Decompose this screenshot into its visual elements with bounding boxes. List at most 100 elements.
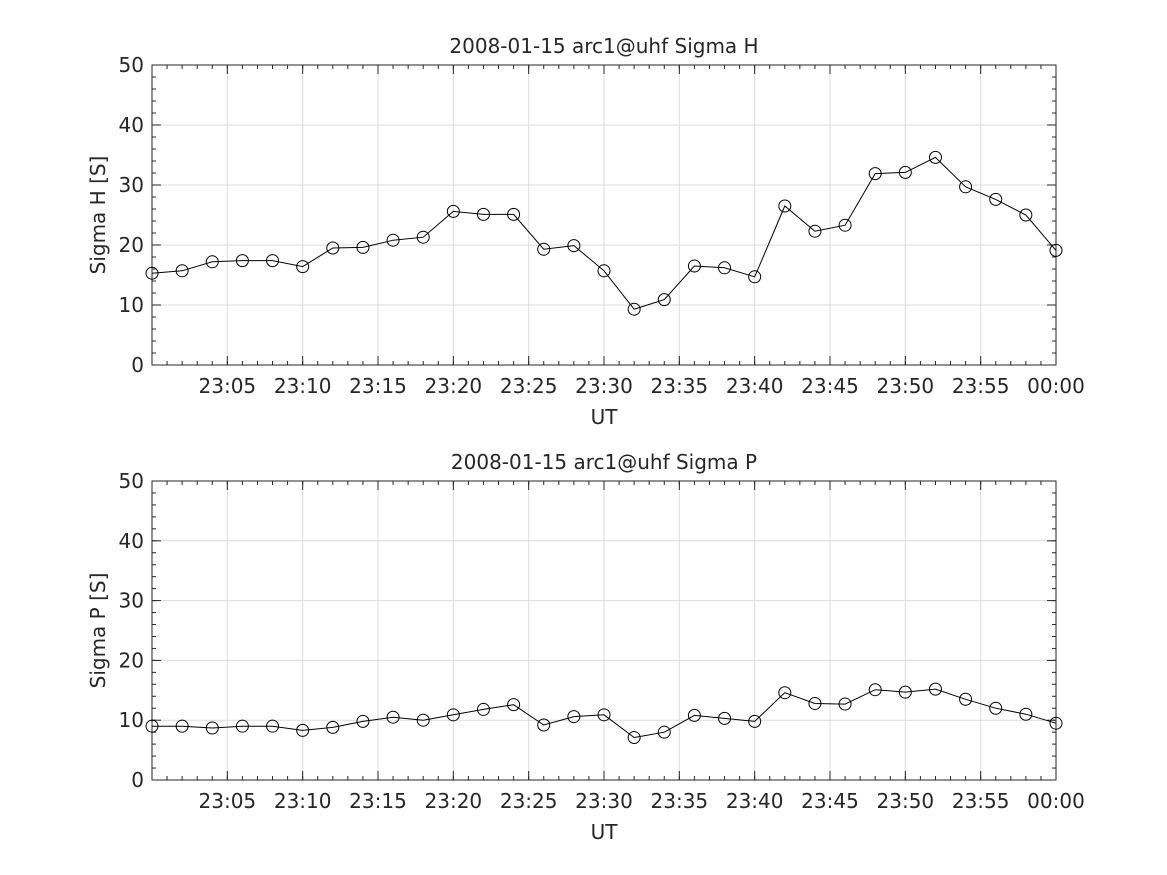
data-point bbox=[386, 233, 400, 247]
chart-panel-1: 23:05 23:10 23:15 23:20 23:25 23:30 23:35 23:40… bbox=[86, 34, 1085, 429]
x-tick-label: 23:45 bbox=[801, 374, 859, 398]
data-point bbox=[175, 719, 189, 733]
data-point bbox=[567, 710, 581, 724]
data-point bbox=[778, 199, 792, 213]
x-tick-label: 23:40 bbox=[726, 789, 784, 813]
y-tick-label: 0 bbox=[131, 353, 144, 377]
data-point bbox=[687, 708, 701, 722]
data-point bbox=[1019, 707, 1033, 721]
data-point bbox=[627, 731, 641, 745]
y-tick-label: 30 bbox=[119, 173, 144, 197]
y-tick-label: 20 bbox=[119, 648, 144, 672]
chart-title: 2008-01-15 arc1@uhf Sigma P bbox=[451, 450, 757, 474]
x-tick-label: 23:35 bbox=[651, 789, 709, 813]
y-tick-label: 50 bbox=[119, 53, 144, 77]
x-tick-label: 23:20 bbox=[425, 789, 483, 813]
y-tick-label: 10 bbox=[119, 293, 144, 317]
data-point bbox=[898, 165, 912, 179]
data-point bbox=[718, 261, 732, 275]
data-point bbox=[507, 698, 521, 712]
data-point bbox=[145, 719, 159, 733]
data-point bbox=[657, 725, 671, 739]
data-point bbox=[898, 685, 912, 699]
data-point bbox=[476, 702, 490, 716]
y-tick-label: 40 bbox=[119, 529, 144, 553]
data-point bbox=[416, 713, 430, 727]
data-point bbox=[687, 259, 701, 273]
data-point bbox=[356, 240, 370, 254]
data-point bbox=[868, 683, 882, 697]
data-point bbox=[235, 254, 249, 268]
data-point bbox=[446, 204, 460, 218]
x-tick-label: 23:10 bbox=[274, 374, 332, 398]
x-tick-label: 23:50 bbox=[877, 374, 935, 398]
series-line bbox=[152, 688, 1057, 739]
data-point bbox=[959, 692, 973, 706]
data-point bbox=[748, 270, 762, 284]
data-point bbox=[838, 218, 852, 232]
x-tick-label: 23:25 bbox=[500, 374, 558, 398]
data-point bbox=[567, 239, 581, 253]
data-point bbox=[537, 242, 551, 256]
chart-title: 2008-01-15 arc1@uhf Sigma H bbox=[449, 34, 758, 58]
data-point bbox=[928, 150, 942, 164]
data-point bbox=[1049, 716, 1063, 730]
data-point bbox=[416, 230, 430, 244]
data-point bbox=[657, 293, 671, 307]
x-tick-label: 23:50 bbox=[877, 789, 935, 813]
chart-panel-2: 23:05 23:10 23:15 23:20 23:25 23:30 23:35 23:40… bbox=[86, 450, 1085, 844]
y-axis-label: Sigma H [S] bbox=[86, 156, 110, 275]
data-point bbox=[356, 714, 370, 728]
data-point bbox=[1019, 208, 1033, 222]
data-point bbox=[808, 696, 822, 710]
x-tick-label: 23:05 bbox=[199, 374, 257, 398]
data-point bbox=[838, 697, 852, 711]
y-tick-label: 0 bbox=[131, 768, 144, 792]
x-tick-label: 23:55 bbox=[952, 374, 1010, 398]
data-point bbox=[808, 224, 822, 238]
y-tick-label: 30 bbox=[119, 589, 144, 613]
data-point bbox=[959, 180, 973, 194]
data-point bbox=[175, 264, 189, 278]
series-line bbox=[151, 156, 1057, 310]
data-point bbox=[507, 207, 521, 221]
x-tick-label: 23:35 bbox=[651, 374, 709, 398]
data-point bbox=[748, 714, 762, 728]
data-point bbox=[205, 255, 219, 269]
data-point bbox=[476, 207, 490, 221]
x-tick-label: 23:15 bbox=[349, 789, 407, 813]
data-point bbox=[326, 241, 340, 255]
data-point bbox=[537, 718, 551, 732]
data-point bbox=[296, 723, 310, 737]
data-point bbox=[627, 302, 641, 316]
y-tick-label: 20 bbox=[119, 233, 144, 257]
data-point bbox=[718, 711, 732, 725]
x-tick-label: 23:40 bbox=[726, 374, 784, 398]
data-point bbox=[326, 720, 340, 734]
data-point bbox=[446, 708, 460, 722]
y-tick-label: 40 bbox=[119, 113, 144, 137]
y-tick-label: 10 bbox=[119, 708, 144, 732]
x-tick-label: 23:30 bbox=[575, 374, 633, 398]
data-point bbox=[1049, 243, 1063, 257]
data-point bbox=[266, 719, 280, 733]
x-tick-label: 23:30 bbox=[575, 789, 633, 813]
data-point bbox=[235, 719, 249, 733]
x-tick-label: 00:00 bbox=[1027, 374, 1085, 398]
x-tick-label: 23:55 bbox=[952, 789, 1010, 813]
axes-box bbox=[151, 64, 1057, 366]
x-tick-label: 23:15 bbox=[349, 374, 407, 398]
data-point bbox=[928, 682, 942, 696]
y-axis-label: Sigma P [S] bbox=[86, 573, 110, 689]
data-point bbox=[597, 264, 611, 278]
x-tick-label: 23:05 bbox=[199, 789, 257, 813]
data-point bbox=[989, 192, 1003, 206]
data-point bbox=[989, 701, 1003, 715]
x-axis-label: UT bbox=[591, 405, 619, 429]
data-point bbox=[145, 266, 159, 280]
x-tick-label: 23:20 bbox=[425, 374, 483, 398]
y-tick-label: 50 bbox=[119, 469, 144, 493]
x-axis-label: UT bbox=[591, 820, 619, 844]
x-tick-label: 00:00 bbox=[1027, 789, 1085, 813]
